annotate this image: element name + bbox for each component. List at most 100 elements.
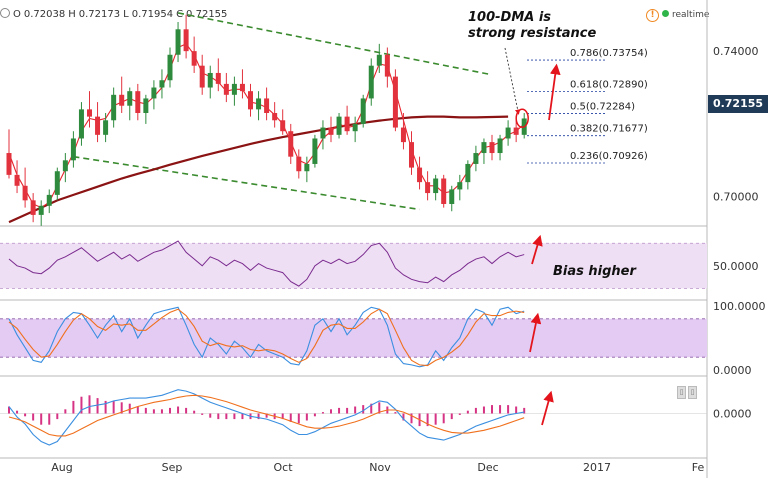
time-tick-label: 2017 [583, 461, 611, 474]
macd-hist-bar [289, 413, 292, 422]
fib-level-label: 0.236(0.70926) [570, 151, 648, 162]
macd-hist-bar [16, 410, 19, 414]
candle [223, 83, 229, 95]
pane-control-icon[interactable]: ▯ [688, 386, 697, 399]
macd-hist-bar [458, 413, 461, 415]
macd-hist-bar [402, 413, 405, 421]
candle [473, 153, 479, 164]
close-value: 0.72155 [186, 9, 228, 20]
macd-hist-bar [56, 413, 59, 420]
macd-hist-bar [72, 400, 75, 414]
macd-hist-bar [466, 410, 469, 414]
macd-hist-bar [160, 409, 163, 414]
macd-hist-bar [80, 396, 83, 414]
macd-hist-bar [362, 405, 365, 414]
bias-arrow-macd [541, 390, 554, 426]
fib-level-label: 0.618(0.72890) [570, 80, 648, 91]
macd-hist-bar [491, 405, 493, 414]
macd-hist-bar [177, 406, 180, 414]
macd-hist-bar [434, 413, 437, 425]
realtime-label: realtime [672, 10, 710, 20]
highlight-circle [515, 108, 529, 129]
candle [288, 131, 294, 157]
macd-hist-bar [482, 406, 485, 414]
candle [304, 163, 310, 172]
macd-hist-bar [32, 413, 35, 421]
candle [417, 167, 423, 183]
macd-hist-bar [507, 405, 510, 414]
candle [78, 109, 84, 139]
candle [336, 116, 342, 135]
macd-hist-bar [185, 407, 188, 414]
symbol-icon[interactable] [0, 8, 10, 18]
candle [95, 116, 101, 135]
macd-hist-bar [321, 412, 324, 414]
macd-hist-bar [193, 410, 196, 414]
macd-hist-bar [225, 413, 228, 420]
macd-hist-bar [128, 403, 131, 414]
macd-hist-bar [426, 413, 429, 427]
macd-hist-bar [305, 413, 308, 421]
fib-level-label: 0.382(0.71677) [570, 124, 648, 135]
alert-circle-icon[interactable]: ! [646, 9, 659, 22]
candle [111, 94, 117, 121]
macd-hist-bar [442, 413, 445, 424]
candle [489, 142, 495, 154]
candle [256, 98, 262, 110]
macd-hist-bar [523, 407, 526, 414]
macd-hist-bar [169, 407, 171, 414]
realtime-status[interactable]: ! realtime [646, 9, 709, 22]
candle [400, 127, 406, 143]
candle [38, 205, 44, 215]
candle [175, 29, 181, 55]
macd-hist-bar [346, 407, 349, 414]
candle [191, 51, 197, 66]
candle [215, 72, 221, 84]
macd-hist-bar [104, 400, 107, 414]
macd-hist-bar [394, 412, 397, 414]
macd-hist-bar [8, 406, 10, 414]
time-tick-label: Sep [162, 461, 183, 474]
fib-level-label: 0.786(0.73754) [570, 48, 648, 59]
candle [46, 194, 52, 206]
candle [231, 83, 237, 95]
candle [6, 153, 12, 175]
macd-hist-bar [297, 413, 300, 424]
macd-line [8, 389, 525, 446]
candle [513, 127, 519, 135]
macd-hist-bar [410, 413, 413, 424]
macd-hist-bar [88, 395, 91, 414]
time-tick-label: Oct [273, 461, 293, 474]
candle [159, 80, 165, 88]
macd-hist-bar [354, 406, 357, 414]
macd-hist-bar [209, 413, 212, 418]
candle [135, 91, 141, 113]
candle [505, 127, 511, 139]
dma-100-line [8, 115, 509, 224]
stoch-d-line [8, 308, 525, 367]
macd-hist-bar [474, 407, 477, 414]
macd-hist-bar [281, 413, 284, 420]
candle [296, 156, 302, 172]
candle [384, 54, 390, 77]
pane-control-icon[interactable]: ▯ [677, 386, 686, 399]
ohlc-readout: O 0.72038 H 0.72173 L 0.71954 C 0.72155 [0, 8, 230, 20]
stoch-k-line [8, 306, 525, 368]
candle [449, 189, 455, 204]
dma-pointer-line [504, 47, 521, 115]
bias-annotation: Bias higher [553, 264, 636, 279]
macd-hist-bar [257, 413, 260, 420]
candle [22, 185, 28, 201]
candle [103, 120, 109, 135]
low-label: L [123, 9, 129, 20]
candle [457, 182, 463, 190]
macd-hist-bar [338, 407, 341, 414]
candle [272, 113, 278, 121]
price-tick-label: 0.70000 [713, 191, 759, 204]
candle [320, 127, 326, 139]
macd-hist-bar [499, 405, 502, 414]
candle [441, 178, 447, 204]
price-tick-label: 0.74000 [713, 45, 759, 58]
